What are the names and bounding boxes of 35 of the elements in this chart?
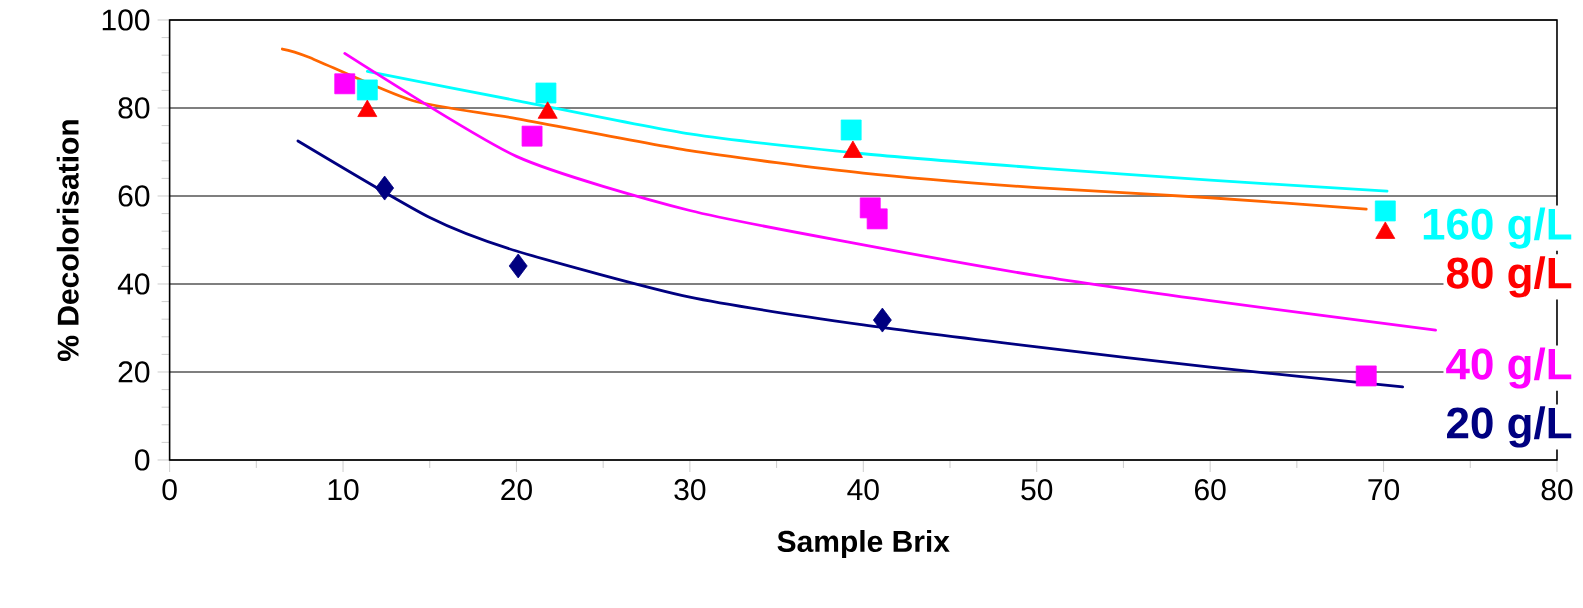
point [535, 82, 557, 104]
point [866, 208, 888, 230]
point [356, 79, 378, 101]
y-tick-label: 0 [135, 449, 150, 471]
x-tick-label: 20 [501, 479, 532, 501]
x-tick-label: 70 [1368, 479, 1400, 501]
point [375, 175, 395, 201]
point [1374, 200, 1396, 222]
line-series [365, 70, 1389, 193]
line-series [296, 139, 1405, 389]
point [840, 119, 862, 141]
x-tick-label: 60 [1195, 479, 1226, 501]
point [508, 253, 528, 279]
point [521, 125, 543, 147]
y-tick-label: 100 [102, 9, 150, 31]
y-axis-title: % Decolorisation [56, 120, 79, 361]
y-tick-label: 40 [117, 273, 150, 295]
point [1355, 365, 1377, 387]
point [872, 307, 892, 333]
y-tick-label: 80 [118, 97, 150, 119]
y-tick-label: 60 [118, 185, 150, 207]
line-series [280, 47, 1368, 211]
x-tick-label: 40 [847, 479, 879, 501]
x-tick-label: 30 [674, 479, 706, 501]
text: 20 g/L [1447, 406, 1572, 448]
x-tick-label: 0 [162, 479, 177, 501]
y-tick-label: 20 [118, 361, 150, 383]
x-tick-label: 80 [1541, 479, 1573, 501]
x-tick-label: 10 [328, 479, 359, 501]
series-label: 80 g/L [1446, 256, 1572, 298]
series-label: 40 g/L [1446, 347, 1572, 389]
point [334, 73, 356, 95]
series-label: 160 g/L [1423, 207, 1572, 249]
x-axis-title: Sample Brix [777, 530, 950, 558]
x-tick-label: 50 [1021, 479, 1053, 501]
